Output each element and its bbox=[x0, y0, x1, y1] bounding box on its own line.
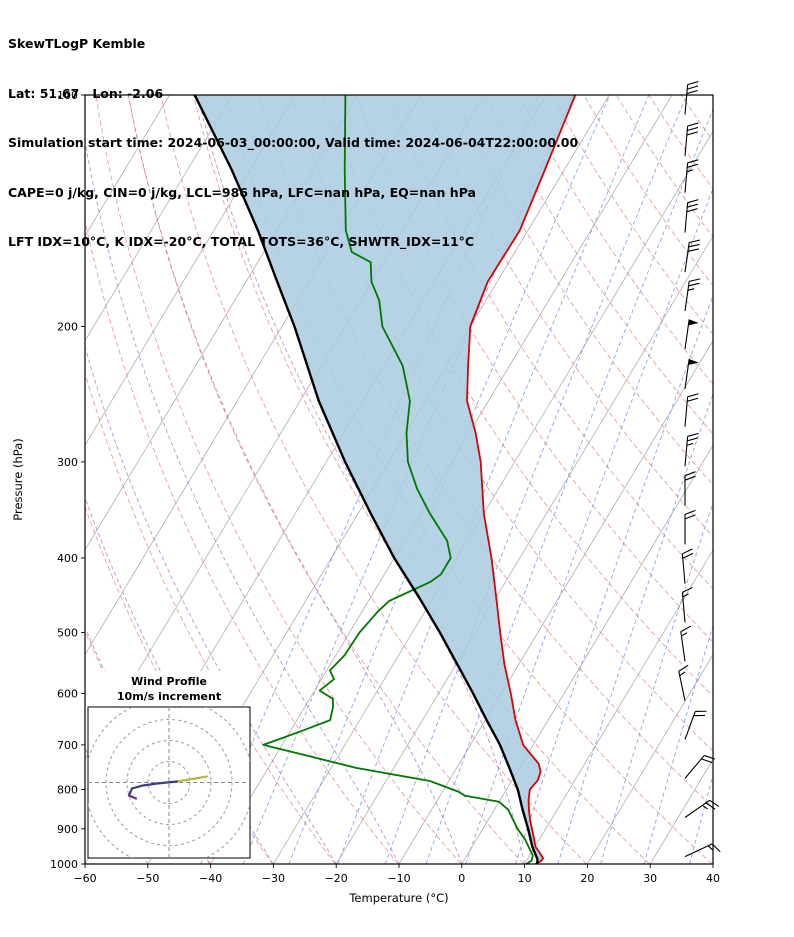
y-tick-label: 1000 bbox=[50, 858, 78, 871]
y-tick-label: 300 bbox=[57, 456, 78, 469]
x-tick-label: −30 bbox=[262, 872, 285, 885]
x-tick-label: −20 bbox=[325, 872, 348, 885]
parcel-curve bbox=[193, 95, 539, 864]
axes: −60 −50 −40 −30 −20 −10 0 10 20 30 40 100 200 300 400 5… bbox=[11, 89, 720, 905]
wind-barb bbox=[684, 471, 696, 506]
x-axis-label: Temperature (°C) bbox=[348, 891, 448, 905]
y-tick-label: 600 bbox=[57, 687, 78, 700]
y-tick-label: 200 bbox=[57, 320, 78, 333]
wind-barb bbox=[684, 239, 701, 273]
y-tick-label: 700 bbox=[57, 739, 78, 752]
wind-barb bbox=[684, 393, 699, 427]
x-tick-label: 30 bbox=[643, 872, 657, 885]
hodograph-inset: Wind Profile 10m/s increment bbox=[87, 671, 251, 859]
hodograph-trace bbox=[175, 775, 209, 783]
hodograph-title: Wind Profile bbox=[131, 675, 207, 688]
wind-barb bbox=[680, 625, 691, 662]
wind-barb bbox=[681, 548, 694, 584]
y-tick-label: 800 bbox=[57, 783, 78, 796]
figure-title: SkewTLogP Kemble bbox=[8, 36, 146, 51]
hodograph-trace bbox=[127, 780, 179, 797]
x-tick-label: 40 bbox=[706, 872, 720, 885]
y-tick-label: 900 bbox=[57, 823, 78, 836]
x-tick-label: 20 bbox=[580, 872, 594, 885]
indices-line-1: CAPE=0 j/kg, CIN=0 j/kg, LCL=986 hPa, LF… bbox=[8, 184, 476, 200]
hodograph-title-bg bbox=[97, 671, 243, 706]
time-line: Simulation start time: 2024-06-03_00:00:… bbox=[8, 135, 579, 150]
x-tick-label: 0 bbox=[458, 872, 465, 885]
wind-barb bbox=[684, 359, 699, 389]
sounding-curves bbox=[193, 95, 577, 864]
wind-barb bbox=[684, 432, 699, 467]
wind-barb bbox=[684, 710, 707, 740]
hodograph-ring bbox=[147, 761, 191, 804]
indices-line-2: LFT IDX=10°C, K IDX=-20°C, TOTAL TOTS=36… bbox=[8, 234, 475, 249]
x-tick-label: −50 bbox=[136, 872, 159, 885]
wind-barb bbox=[684, 799, 720, 818]
wind-barb bbox=[684, 122, 699, 156]
x-tick-label: −60 bbox=[73, 872, 96, 885]
hodograph-ring bbox=[105, 719, 233, 846]
x-tick-label: −40 bbox=[199, 872, 222, 885]
location-line: Lat: 51.67 Lon: -2.06 bbox=[8, 85, 164, 101]
figure-header: SkewTLogP Kemble Lat: 51.67 Lon: -2.06 S… bbox=[8, 3, 578, 284]
wind-barb bbox=[681, 587, 693, 623]
cape-cin-shading bbox=[194, 95, 576, 864]
y-tick-label: 500 bbox=[57, 627, 78, 640]
wind-barbs bbox=[678, 81, 721, 858]
wind-barb bbox=[684, 509, 696, 545]
wind-barb bbox=[684, 319, 699, 350]
y-tick-label: 100 bbox=[57, 89, 78, 102]
temperature-curve bbox=[466, 95, 577, 864]
x-tick-label: 10 bbox=[518, 872, 532, 885]
wind-barb bbox=[684, 159, 699, 193]
dewpoint-curve bbox=[262, 95, 534, 864]
y-axis-label: Pressure (hPa) bbox=[11, 438, 25, 521]
wind-barb bbox=[678, 664, 689, 701]
hodograph-trace bbox=[127, 794, 138, 800]
wind-barb bbox=[684, 199, 699, 233]
wind-barb bbox=[684, 754, 716, 779]
hodograph-subtitle: 10m/s increment bbox=[117, 690, 221, 703]
y-tick-label: 400 bbox=[57, 552, 78, 565]
wind-barb bbox=[684, 81, 699, 115]
x-tick-label: −10 bbox=[387, 872, 410, 885]
wind-barb bbox=[684, 278, 701, 312]
hodograph-ring bbox=[126, 740, 212, 825]
background-lines bbox=[85, 95, 713, 864]
